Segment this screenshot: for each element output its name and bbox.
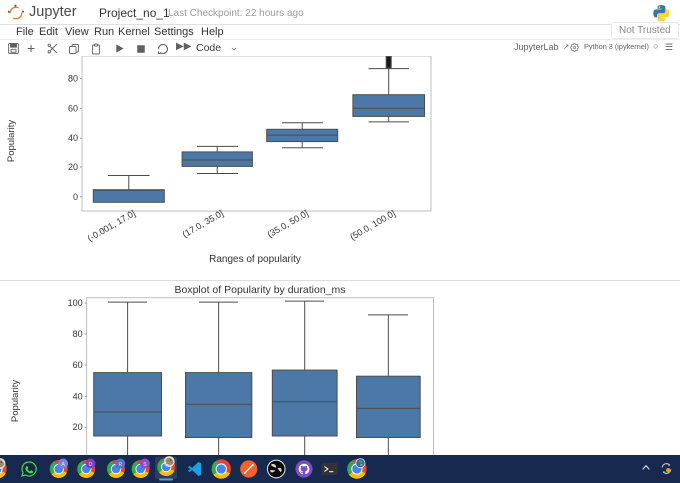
- svg-text:Boxplot of Popularity by durat: Boxplot of Popularity by duration_ms: [174, 284, 345, 296]
- svg-text:Popularity: Popularity: [10, 380, 21, 422]
- svg-text:(-0.001, 17.0]: (-0.001, 17.0]: [86, 208, 137, 243]
- svg-text:40: 40: [68, 133, 78, 143]
- svg-text:A: A: [61, 462, 65, 468]
- svg-text:(50.0, 100.0]: (50.0, 100.0]: [348, 208, 397, 242]
- svg-text:0: 0: [73, 192, 78, 202]
- svg-text:60: 60: [68, 103, 78, 113]
- svg-text:80: 80: [68, 74, 78, 84]
- svg-text:Ranges of popularity: Ranges of popularity: [209, 254, 301, 265]
- svg-text:40: 40: [73, 391, 83, 401]
- svg-text:60: 60: [73, 360, 83, 370]
- svg-text:R: R: [118, 462, 122, 468]
- svg-text:Popularity: Popularity: [6, 120, 17, 162]
- svg-text:20: 20: [73, 422, 83, 432]
- svg-text:(17.0, 35.0]: (17.0, 35.0]: [181, 208, 225, 239]
- svg-text:20: 20: [68, 162, 78, 172]
- svg-text:100: 100: [68, 298, 83, 308]
- svg-text:(35.0, 50.0]: (35.0, 50.0]: [266, 208, 310, 239]
- svg-text:80: 80: [73, 329, 83, 339]
- svg-text:D: D: [89, 462, 93, 468]
